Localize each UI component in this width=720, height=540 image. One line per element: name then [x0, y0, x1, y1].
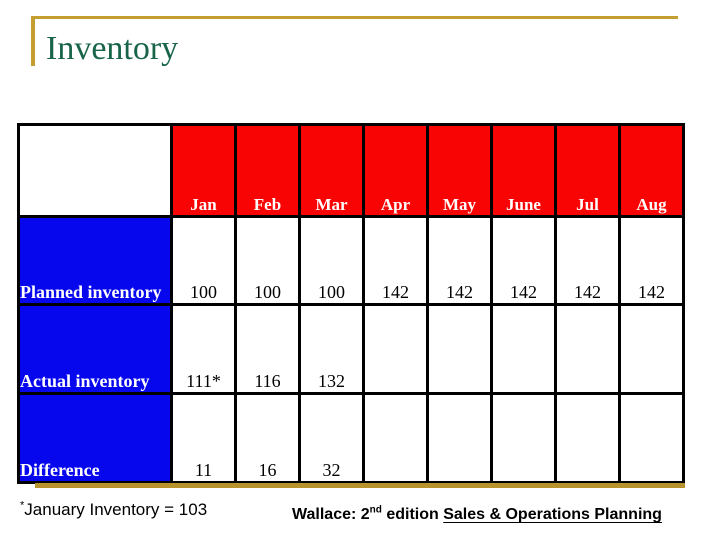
attribution-middle: edition — [381, 506, 444, 523]
column-header-apr: Apr — [362, 123, 429, 218]
table-row-actual-inventory: Actual inventory 111* 116 132 — [17, 303, 685, 395]
cell-planned-apr: 142 — [362, 215, 429, 306]
cell-difference-apr — [362, 392, 429, 484]
footnote-asterisk: * — [20, 499, 25, 512]
table-row-planned-inventory: Planned inventory 100 100 100 142 142 14… — [17, 215, 685, 306]
cell-actual-mar: 132 — [298, 303, 365, 395]
column-header-june: June — [490, 123, 557, 218]
cell-difference-aug — [618, 392, 685, 484]
cell-planned-mar: 100 — [298, 215, 365, 306]
cell-difference-may — [426, 392, 493, 484]
column-header-jan: Jan — [170, 123, 237, 218]
cell-planned-june: 142 — [490, 215, 557, 306]
title-accent-line — [31, 16, 678, 19]
cell-difference-jan: 11 — [170, 392, 237, 484]
slide-title: Inventory — [46, 30, 179, 67]
attribution: Wallace: 2nd edition Sales & Operations … — [292, 504, 662, 524]
row-label-difference: Difference — [17, 392, 173, 484]
cell-actual-feb: 116 — [234, 303, 301, 395]
cell-planned-feb: 100 — [234, 215, 301, 306]
footnote: *January Inventory = 103 — [20, 500, 207, 520]
cell-planned-jan: 100 — [170, 215, 237, 306]
attribution-prefix: Wallace: 2 — [292, 506, 370, 523]
cell-actual-jul — [554, 303, 621, 395]
inventory-table: Jan Feb Mar Apr May June Jul Aug Planned… — [17, 123, 685, 484]
attribution-book-title: Sales & Operations Planning — [443, 506, 662, 523]
title-accent-bar — [31, 16, 35, 66]
cell-planned-jul: 142 — [554, 215, 621, 306]
cell-actual-apr — [362, 303, 429, 395]
column-header-mar: Mar — [298, 123, 365, 218]
column-header-feb: Feb — [234, 123, 301, 218]
cell-actual-may — [426, 303, 493, 395]
cell-actual-june — [490, 303, 557, 395]
cell-actual-aug — [618, 303, 685, 395]
row-label-actual-inventory: Actual inventory — [17, 303, 173, 395]
footer-accent-line — [35, 483, 685, 488]
row-label-planned-inventory: Planned inventory — [17, 215, 173, 306]
cell-difference-june — [490, 392, 557, 484]
cell-difference-mar: 32 — [298, 392, 365, 484]
column-header-may: May — [426, 123, 493, 218]
column-header-aug: Aug — [618, 123, 685, 218]
cell-planned-aug: 142 — [618, 215, 685, 306]
corner-cell — [17, 123, 173, 218]
table-header-row: Jan Feb Mar Apr May June Jul Aug — [17, 123, 685, 218]
cell-difference-feb: 16 — [234, 392, 301, 484]
table-row-difference: Difference 11 16 32 — [17, 392, 685, 484]
attribution-superscript: nd — [369, 504, 382, 516]
column-header-jul: Jul — [554, 123, 621, 218]
cell-difference-jul — [554, 392, 621, 484]
footnote-text: January Inventory = 103 — [24, 500, 208, 519]
cell-actual-jan: 111* — [170, 303, 237, 395]
cell-planned-may: 142 — [426, 215, 493, 306]
